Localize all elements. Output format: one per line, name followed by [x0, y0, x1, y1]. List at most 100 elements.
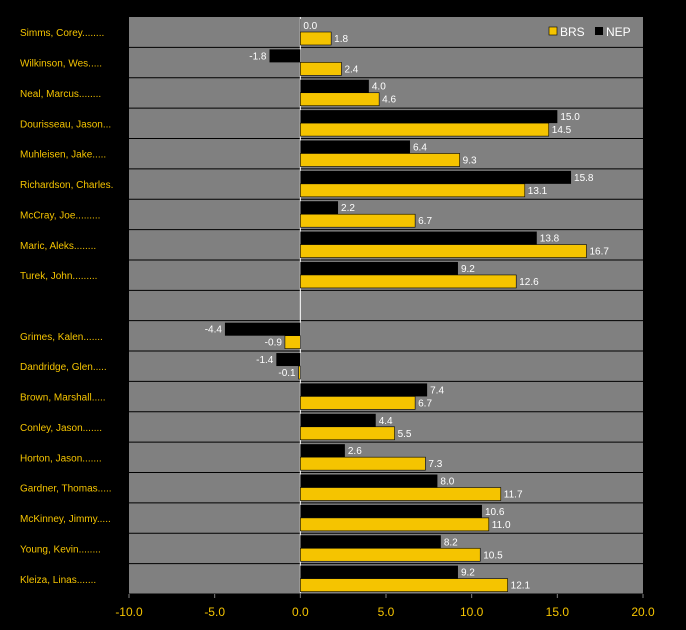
- nep-bar: [300, 535, 441, 549]
- value-label: -4.4: [205, 325, 223, 336]
- legend-label-nep: NEP: [606, 25, 631, 39]
- category-label: Richardson, Charles.: [20, 180, 113, 191]
- category-label: McKinney, Jimmy.....: [20, 514, 111, 525]
- value-label: -1.8: [249, 51, 267, 62]
- brs-bar: [300, 487, 502, 501]
- brs-bar: [300, 92, 380, 107]
- value-label: 12.1: [511, 581, 531, 592]
- value-label: 9.2: [461, 264, 475, 275]
- value-label: 7.4: [430, 385, 444, 396]
- category-label: Gardner, Thomas.....: [20, 484, 112, 495]
- value-label: 15.0: [560, 112, 580, 123]
- brs-bar: [300, 122, 550, 137]
- category-labels: Simms, Corey........ Wilkinson, Wes..... N…: [20, 28, 113, 586]
- category-label: Dandridge, Glen.....: [20, 362, 107, 373]
- x-tick-label: -10.0: [115, 605, 143, 619]
- category-label: Simms, Corey........: [20, 28, 104, 39]
- brs-bar: [300, 396, 416, 410]
- brs-bar: [300, 426, 395, 441]
- nep-bar: [300, 19, 301, 32]
- value-label: 0.0: [303, 21, 317, 32]
- x-tick-label: 0.0: [292, 605, 309, 619]
- value-label: 2.4: [344, 64, 358, 75]
- brs-bar: [300, 547, 481, 562]
- nep-bar: [300, 231, 537, 245]
- value-label: 9.3: [463, 155, 477, 166]
- brs-bar: [300, 183, 526, 198]
- brs-bar: [300, 456, 426, 471]
- nep-bar: [300, 383, 428, 397]
- value-label: 6.4: [413, 142, 427, 153]
- value-label: 9.2: [461, 568, 475, 579]
- legend-label-brs: BRS: [560, 25, 585, 39]
- value-label: 6.7: [418, 216, 432, 227]
- brs-bar: [284, 335, 301, 349]
- nep-bar: [276, 353, 301, 367]
- nep-bar: [300, 413, 376, 427]
- category-label: Young, Kevin........: [20, 544, 101, 555]
- category-label: Horton, Jason.......: [20, 453, 102, 464]
- category-label: Wilkinson, Wes.....: [20, 59, 102, 70]
- nep-bar: [300, 444, 345, 458]
- value-label: 1.8: [334, 34, 348, 45]
- value-label: 4.6: [382, 95, 396, 106]
- value-label: 8.2: [444, 537, 458, 548]
- value-label: 16.7: [589, 247, 609, 258]
- category-label: Dourisseau, Jason...: [20, 119, 111, 130]
- x-tick-label: -5.0: [204, 605, 225, 619]
- value-label: 15.8: [574, 173, 594, 184]
- nep-bar: [300, 140, 410, 154]
- brs-bar: [300, 153, 460, 167]
- category-label: Conley, Jason.......: [20, 423, 102, 434]
- value-label: 4.4: [379, 416, 393, 427]
- category-label: Neal, Marcus........: [20, 89, 101, 100]
- nep-bar: [300, 110, 558, 124]
- value-label: 2.2: [341, 203, 355, 214]
- value-label: 11.7: [504, 490, 523, 501]
- x-tick-label: 10.0: [460, 605, 484, 619]
- category-label: Kleiza, Linas.......: [20, 575, 96, 586]
- value-labels: 0.0 1.8 -1.8 2.4 4.0 4.6 15.0 14.5 6.4 9.3 15.8 13.…: [205, 21, 610, 592]
- category-label: Grimes, Kalen.......: [20, 332, 103, 343]
- x-tick-label: 20.0: [631, 605, 655, 619]
- category-label: Brown, Marshall.....: [20, 393, 106, 404]
- bars: [224, 19, 587, 592]
- value-label: 10.5: [483, 550, 503, 561]
- value-label: 8.0: [440, 477, 454, 488]
- brs-bar: [300, 274, 517, 289]
- nep-bar: [300, 170, 572, 184]
- nep-bar: [224, 322, 301, 336]
- value-label: -0.9: [265, 338, 283, 349]
- value-label: 13.8: [540, 234, 560, 245]
- brs-bar: [298, 365, 301, 380]
- value-label: 2.6: [348, 446, 362, 457]
- nep-bar: [300, 79, 369, 93]
- category-label: Turek, John.........: [20, 271, 97, 282]
- category-label: McCray, Joe.........: [20, 210, 100, 221]
- value-label: 7.3: [428, 459, 442, 470]
- x-tick-label: 15.0: [546, 605, 570, 619]
- legend-swatch-brs: [548, 26, 558, 36]
- brs-bar: [300, 213, 416, 228]
- legend: BRS NEP: [548, 25, 631, 39]
- value-label: -0.1: [278, 368, 296, 379]
- value-label: -1.4: [256, 355, 274, 366]
- value-label: 11.0: [492, 520, 511, 531]
- nep-bar: [300, 504, 482, 518]
- brs-bar: [300, 62, 342, 76]
- category-label: Muhleisen, Jake.....: [20, 150, 106, 161]
- nep-bar: [269, 49, 301, 63]
- value-label: 4.0: [372, 82, 386, 93]
- brs-bar: [300, 31, 332, 46]
- value-label: 14.5: [552, 125, 572, 136]
- legend-swatch-nep: [595, 27, 603, 35]
- nep-bar: [300, 201, 339, 215]
- x-tick-label: 5.0: [378, 605, 395, 619]
- category-label: Maric, Aleks........: [20, 241, 96, 252]
- value-label: 13.1: [528, 186, 548, 197]
- nep-bar: [300, 474, 438, 488]
- value-label: 5.5: [398, 429, 412, 440]
- value-label: 10.6: [485, 507, 505, 518]
- x-axis: -10.0 -5.0 0.0 5.0 10.0 15.0 20.0: [115, 593, 655, 619]
